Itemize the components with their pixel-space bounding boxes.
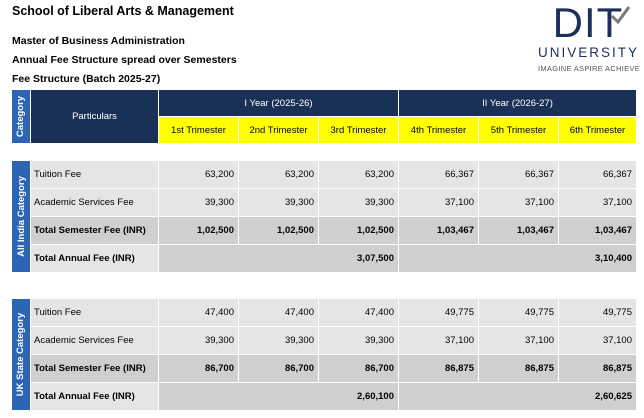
fee-cell: 39,300 bbox=[158, 326, 239, 355]
fee-cell: 47,400 bbox=[318, 298, 399, 327]
logo-tick-icon bbox=[611, 6, 631, 25]
row-label: Academic Services Fee bbox=[30, 326, 159, 355]
total-cell: 86,875 bbox=[478, 354, 559, 383]
fee-cell: 66,367 bbox=[478, 160, 559, 189]
annual-total-year1: 2,60,100 bbox=[158, 382, 399, 411]
category-header: Category bbox=[11, 89, 31, 144]
fee-cell: 47,400 bbox=[158, 298, 239, 327]
logo-word: UNIVERSITY bbox=[538, 45, 640, 60]
trimester-header: 4th Trimester bbox=[398, 116, 479, 144]
total-cell: 86,700 bbox=[238, 354, 319, 383]
fee-cell: 37,100 bbox=[398, 326, 479, 355]
fee-cell: 37,100 bbox=[558, 326, 637, 355]
fee-cell: 66,367 bbox=[398, 160, 479, 189]
fee-cell: 39,300 bbox=[238, 188, 319, 217]
fee-cell: 49,775 bbox=[398, 298, 479, 327]
row-label: Total Semester Fee (INR) bbox=[30, 216, 159, 245]
row-label: Tuition Fee bbox=[30, 160, 159, 189]
total-cell: 86,700 bbox=[318, 354, 399, 383]
fee-cell: 63,200 bbox=[158, 160, 239, 189]
fee-cell: 39,300 bbox=[318, 188, 399, 217]
fee-cell: 37,100 bbox=[398, 188, 479, 217]
year1-header: I Year (2025-26) bbox=[158, 89, 399, 117]
fee-cell: 47,400 bbox=[238, 298, 319, 327]
total-cell: 1,03,467 bbox=[478, 216, 559, 245]
trimester-header: 2nd Trimester bbox=[238, 116, 319, 144]
trimester-header: 5th Trimester bbox=[478, 116, 559, 144]
trimester-header: 1st Trimester bbox=[158, 116, 239, 144]
all-india-section: All India Category Tuition Fee 63,200 63… bbox=[11, 160, 637, 273]
program-name: Master of Business Administration bbox=[12, 35, 185, 47]
fee-cell: 63,200 bbox=[318, 160, 399, 189]
uk-state-section: UK State Category Tuition Fee 47,400 47,… bbox=[11, 298, 637, 411]
total-cell: 86,875 bbox=[398, 354, 479, 383]
logo-tagline: IMAGINE ASPIRE ACHIEVE bbox=[538, 64, 641, 73]
fee-table-header: Category Particulars I Year (2025-26) II… bbox=[11, 89, 638, 144]
total-cell: 86,700 bbox=[158, 354, 239, 383]
fee-cell: 49,775 bbox=[558, 298, 637, 327]
school-name: School of Liberal Arts & Management bbox=[12, 4, 234, 18]
fee-cell: 37,100 bbox=[478, 188, 559, 217]
total-cell: 1,02,500 bbox=[158, 216, 239, 245]
total-cell: 1,02,500 bbox=[238, 216, 319, 245]
fee-cell: 39,300 bbox=[238, 326, 319, 355]
fee-cell: 37,100 bbox=[478, 326, 559, 355]
total-cell: 86,875 bbox=[558, 354, 637, 383]
fee-cell: 66,367 bbox=[558, 160, 637, 189]
fee-cell: 39,300 bbox=[318, 326, 399, 355]
annual-total-year2: 2,60,625 bbox=[398, 382, 637, 411]
fee-subtitle: Annual Fee Structure spread over Semeste… bbox=[12, 54, 237, 66]
annual-label: Total Annual Fee (INR) bbox=[30, 244, 159, 273]
fee-cell: 63,200 bbox=[238, 160, 319, 189]
category-label: All India Category bbox=[11, 160, 31, 273]
particulars-header: Particulars bbox=[30, 89, 159, 144]
row-label: Academic Services Fee bbox=[30, 188, 159, 217]
total-cell: 1,03,467 bbox=[558, 216, 637, 245]
annual-label: Total Annual Fee (INR) bbox=[30, 382, 159, 411]
category-label: UK State Category bbox=[11, 298, 31, 411]
logo-mark: DIT bbox=[552, 0, 624, 46]
annual-total-year1: 3,07,500 bbox=[158, 244, 399, 273]
batch-title: Fee Structure (Batch 2025-27) bbox=[12, 73, 161, 85]
year2-header: II Year (2026-27) bbox=[397, 89, 638, 117]
trimester-header: 6th Trimester bbox=[557, 116, 638, 144]
annual-total-year2: 3,10,400 bbox=[398, 244, 637, 273]
fee-cell: 49,775 bbox=[478, 298, 559, 327]
trimester-header: 3rd Trimester bbox=[318, 116, 399, 144]
total-cell: 1,03,467 bbox=[398, 216, 479, 245]
university-logo: DIT UNIVERSITY IMAGINE ASPIRE ACHIEVE bbox=[538, 0, 641, 80]
row-label: Total Semester Fee (INR) bbox=[30, 354, 159, 383]
total-cell: 1,02,500 bbox=[318, 216, 399, 245]
fee-cell: 37,100 bbox=[558, 188, 637, 217]
fee-cell: 39,300 bbox=[158, 188, 239, 217]
row-label: Tuition Fee bbox=[30, 298, 159, 327]
